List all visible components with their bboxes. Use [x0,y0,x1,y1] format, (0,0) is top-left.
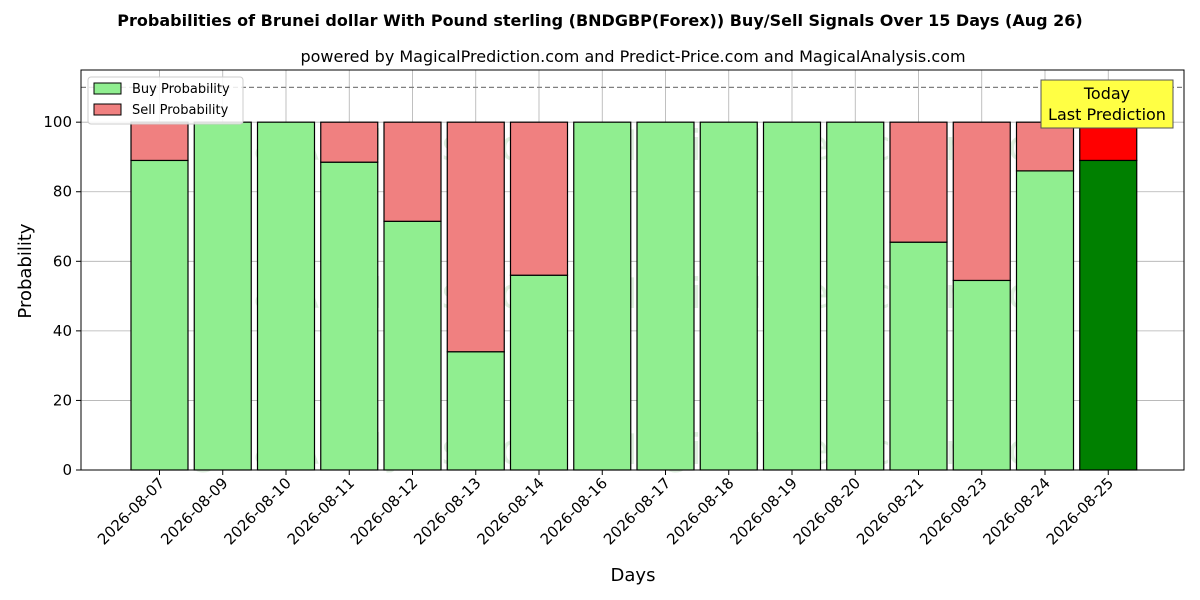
x-tick-label: 2026-08-19 [726,474,800,548]
sell-bar [383,121,442,222]
buy-bar [509,274,569,471]
x-tick-label: 2026-08-07 [94,474,168,548]
sell-bar [320,121,379,163]
buy-bar [762,121,822,471]
sell-bar [889,121,948,243]
legend-label: Buy Probability [132,82,230,97]
axes-frame [80,69,1185,471]
x-tick-label: 2026-08-12 [347,474,421,548]
legend-swatch [93,103,122,116]
sell-bar [446,121,505,353]
x-tick-label: 2026-08-14 [473,474,547,548]
y-tick-label: 0 [62,461,72,479]
y-tick-label: 100 [43,113,72,131]
buy-bar [952,279,1011,471]
buy-bar [446,351,505,471]
x-tick-label: 2026-08-24 [979,474,1053,548]
buy-bar [573,121,632,471]
buy-bar [320,161,379,471]
sell-bar [130,121,189,162]
buy-bar [826,121,885,471]
y-axis-label: Probability [15,223,36,318]
legend-label: Sell Probability [132,103,229,118]
y-tick-label: 40 [53,322,72,340]
y-tick-label: 80 [53,183,72,201]
buy-bar [889,241,948,471]
buy-bar [130,159,189,471]
x-tick-label: 2026-08-11 [284,474,358,548]
buy-bar [193,121,252,471]
annotation-line-2: Last Prediction [1048,105,1166,124]
sell-bar [952,121,1011,282]
buy-bar [256,121,316,471]
x-tick-label: 2026-08-18 [663,474,737,548]
x-tick-label: 2026-08-20 [790,474,864,548]
buy-bar [699,121,758,471]
sell-bar [509,121,569,276]
annotation-box [1040,79,1174,129]
sell-bar [1015,121,1075,172]
plot-area: MagicalAnalysis.comMagicalPrediction.com… [43,69,1185,548]
annotation-line-1: Today [1083,84,1130,103]
today-annotation: Today Last Prediction [1040,79,1174,129]
buy-bar [1079,159,1138,471]
y-tick-label: 60 [53,252,72,270]
chart-title: Probabilities of Brunei dollar With Poun… [117,11,1082,30]
legend: Buy Probability Sell Probability [87,76,244,125]
x-tick-label: 2026-08-16 [537,474,611,548]
x-tick-label: 2026-08-21 [853,474,927,548]
y-tick-label: 20 [53,391,72,409]
sell-bar [1079,121,1138,162]
x-tick-label: 2026-08-09 [157,474,231,548]
x-axis-label: Days [611,565,656,586]
x-tick-label: 2026-08-23 [916,474,990,548]
buy-bar [636,121,695,471]
x-tick-label: 2026-08-13 [410,474,484,548]
buy-bar [1015,170,1075,471]
x-tick-label: 2026-08-17 [600,474,674,548]
chart-subtitle: powered by MagicalPrediction.com and Pre… [300,47,965,66]
legend-swatch [93,82,122,95]
buy-bar [383,220,442,471]
x-tick-label: 2026-08-25 [1043,474,1117,548]
x-tick-label: 2026-08-10 [220,474,294,548]
legend-box [87,76,244,125]
